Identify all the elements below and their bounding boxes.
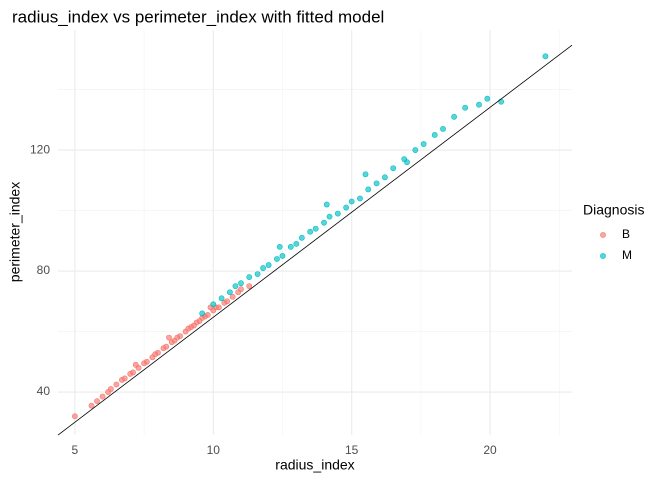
y-axis-title: perimeter_index [7, 182, 23, 282]
point [276, 243, 283, 250]
fitted-line [57, 44, 573, 436]
point [163, 343, 170, 350]
point [307, 228, 314, 235]
legend-key [600, 253, 606, 259]
point [99, 393, 106, 400]
point [298, 234, 305, 241]
point [94, 398, 100, 405]
point [132, 361, 139, 368]
x-tick-label: 10 [207, 443, 221, 457]
y-tick-label: 120 [30, 142, 50, 156]
legend-key [600, 232, 606, 238]
point [321, 219, 327, 226]
point [323, 201, 330, 208]
point [260, 265, 267, 271]
point [420, 141, 427, 147]
point [451, 113, 457, 120]
point [71, 413, 78, 420]
point [312, 225, 319, 232]
point [326, 213, 333, 220]
point [476, 101, 482, 108]
point [143, 358, 150, 365]
points [57, 44, 573, 436]
point [293, 240, 300, 247]
point [130, 369, 136, 376]
point [155, 349, 161, 356]
point [246, 274, 253, 281]
point [224, 298, 231, 305]
point [390, 165, 397, 172]
x-tick-label: 20 [483, 443, 497, 457]
point [238, 286, 244, 293]
x-tick-label: 5 [72, 443, 79, 457]
point [362, 171, 369, 178]
point [166, 334, 172, 341]
chart-title: radius_index vs perimeter_index with fit… [12, 7, 384, 26]
point [484, 95, 491, 102]
point [404, 159, 410, 166]
point [381, 174, 388, 181]
point [215, 304, 222, 311]
point [88, 402, 95, 409]
point [218, 295, 225, 302]
point [199, 310, 206, 317]
y-tick-label: 80 [37, 263, 51, 277]
point [334, 210, 341, 217]
point [254, 271, 261, 277]
point [226, 289, 233, 296]
y-tick-label: 40 [37, 384, 51, 398]
point [279, 253, 286, 259]
point [357, 195, 363, 202]
point [121, 375, 128, 382]
point [431, 132, 438, 138]
point [373, 180, 380, 187]
point [287, 243, 294, 250]
point [177, 333, 183, 339]
point [210, 301, 217, 308]
point [246, 283, 253, 290]
point [348, 198, 355, 205]
point [343, 204, 350, 211]
point [229, 293, 236, 300]
point [542, 53, 549, 60]
point [265, 262, 272, 268]
point [238, 280, 244, 287]
point [462, 104, 469, 111]
legend-label: B [622, 227, 630, 241]
x-tick-label: 15 [345, 443, 359, 457]
point [107, 386, 114, 392]
point [204, 312, 211, 318]
point [274, 256, 280, 262]
point [412, 147, 419, 153]
point [440, 126, 446, 132]
point [365, 186, 372, 193]
grid [58, 30, 572, 435]
point [113, 381, 120, 388]
point [232, 283, 239, 290]
legend-title: Diagnosis [583, 202, 644, 218]
legend-label: M [622, 248, 632, 262]
x-axis-title: radius_index [275, 457, 354, 473]
